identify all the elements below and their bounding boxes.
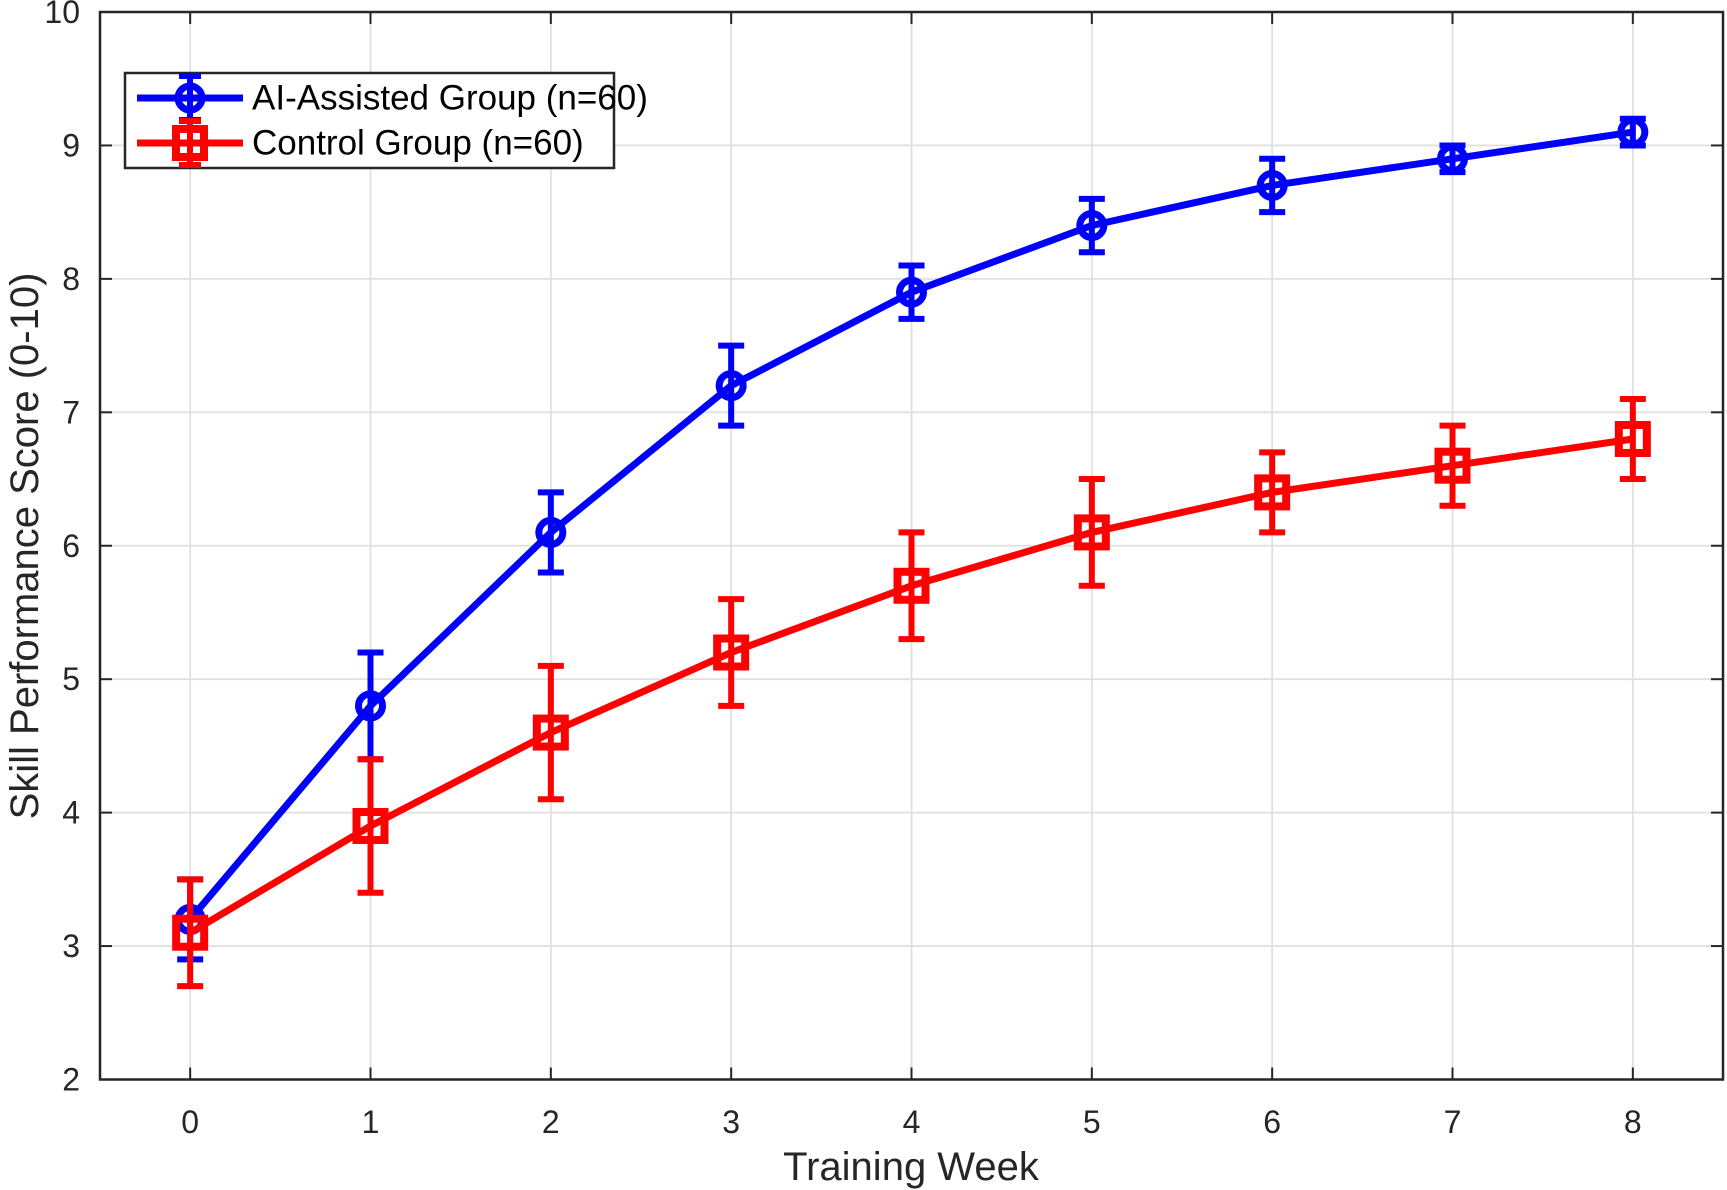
y-tick-label: 9 [62,127,80,163]
x-tick-label: 4 [903,1104,921,1140]
square-marker [1434,447,1471,484]
legend-entry: Control Group (n=60) [137,118,584,168]
y-tick-label: 2 [62,1062,80,1098]
y-tick-label: 5 [62,661,80,697]
circle-marker [535,516,567,548]
series-layer [172,115,1651,990]
circle-marker [715,370,747,402]
x-axis-label: Training Week [783,1145,1040,1189]
legend: AI-Assisted Group (n=60) Control Group (n… [123,71,648,170]
x-tick-label: 0 [181,1104,199,1140]
square-marker [1614,421,1651,457]
x-tick-label: 6 [1263,1104,1281,1140]
square-marker [172,914,209,951]
legend-circle-marker [174,82,206,114]
y-axis-label: Skill Performance Score (0-10) [3,273,47,820]
tick-label-layer: 0 1 2 3 4 5 6 7 8 2 3 4 5 6 7 8 9 10 [44,0,1641,1140]
circle-marker [1617,116,1649,148]
x-tick-label: 3 [722,1104,740,1140]
x-tick-label: 2 [542,1104,560,1140]
series-control [172,395,1651,990]
square-marker [1254,474,1291,511]
circle-marker [1256,169,1288,201]
square-marker [532,714,569,751]
square-marker [1073,514,1110,551]
legend-label: AI-Assisted Group (n=60) [252,79,648,118]
circle-marker [355,690,386,722]
y-tick-label: 6 [62,528,80,564]
x-tick-label: 5 [1083,1104,1101,1140]
y-tick-label: 4 [62,795,80,831]
square-marker [352,807,389,844]
x-tick-label: 7 [1444,1104,1462,1140]
circle-marker [1437,143,1468,175]
circle-marker [896,276,927,308]
axes-box-and-ticks [98,10,1725,1081]
legend-label: Control Group (n=60) [252,124,584,163]
x-tick-label: 1 [362,1104,380,1140]
circle-marker [1076,210,1108,241]
square-marker [713,634,750,671]
y-tick-label: 10 [44,0,80,30]
square-marker [893,567,930,604]
y-tick-label: 7 [62,394,80,430]
legend-square-marker [172,125,208,161]
y-tick-label: 8 [62,261,80,297]
y-tick-label: 3 [62,928,80,964]
x-tick-label: 8 [1624,1104,1642,1140]
